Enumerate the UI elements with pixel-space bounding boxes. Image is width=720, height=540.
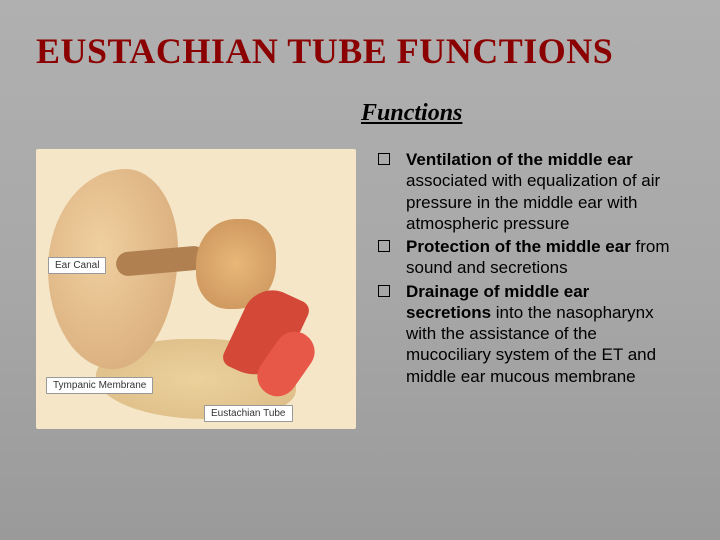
list-item: Ventilation of the middle ear associated… [378, 149, 676, 234]
slide-title: EUSTACHIAN TUBE FUNCTIONS [36, 30, 684, 72]
bullet-square-icon [378, 285, 390, 297]
list-item: Drainage of middle ear secretions into t… [378, 281, 676, 387]
content-row: Ear Canal Tympanic Membrane Eustachian T… [36, 149, 684, 429]
label-tympanic: Tympanic Membrane [46, 377, 153, 394]
label-eustachian: Eustachian Tube [204, 405, 293, 422]
bullet-square-icon [378, 240, 390, 252]
bullet-text: Drainage of middle ear secretions into t… [406, 281, 676, 387]
bullet-text: Ventilation of the middle ear associated… [406, 149, 676, 234]
slide: EUSTACHIAN TUBE FUNCTIONS Functions Ear … [0, 0, 720, 540]
list-item: Protection of the middle ear from sound … [378, 236, 676, 279]
bullet-list: Ventilation of the middle ear associated… [378, 149, 684, 429]
bullet-text: Protection of the middle ear from sound … [406, 236, 676, 279]
label-ear-canal: Ear Canal [48, 257, 106, 274]
anatomy-illustration: Ear Canal Tympanic Membrane Eustachian T… [36, 149, 356, 429]
bullet-square-icon [378, 153, 390, 165]
slide-subtitle: Functions [361, 100, 684, 127]
